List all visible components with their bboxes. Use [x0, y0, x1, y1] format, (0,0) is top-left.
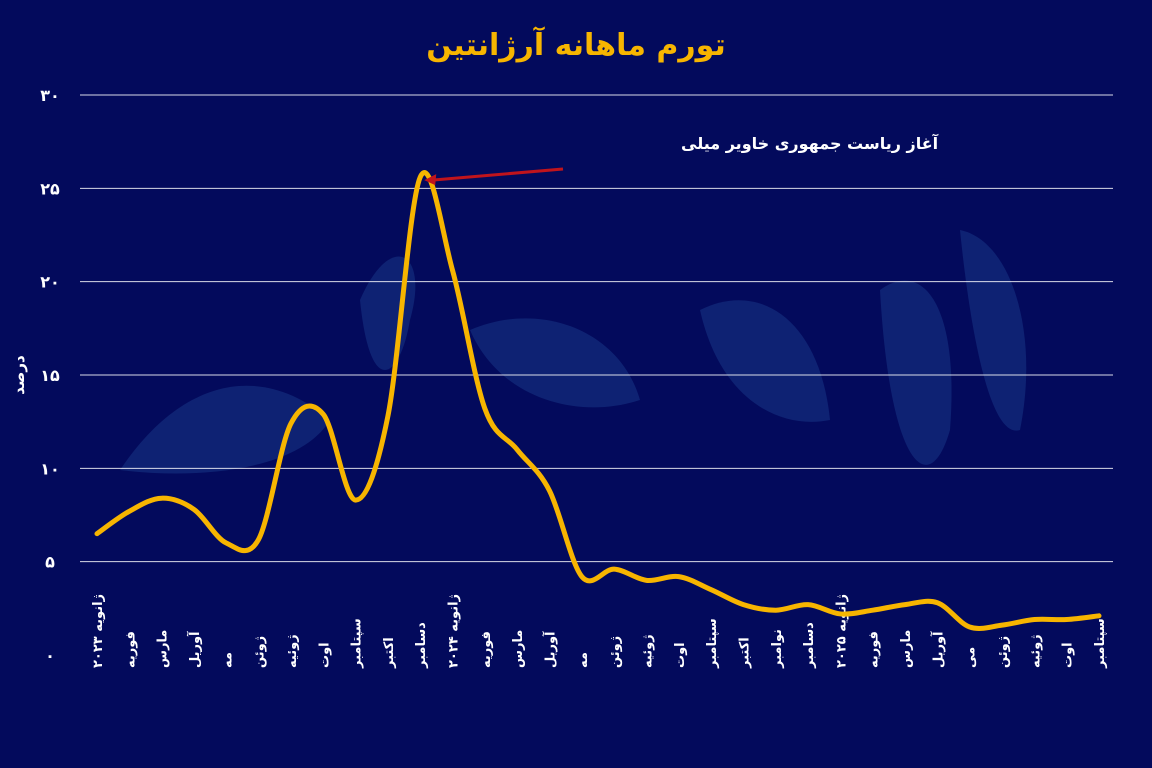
x-tick-label: فوریه [123, 631, 138, 668]
x-tick-label: ژوئن [608, 636, 623, 668]
series-line [94, 170, 1102, 631]
watermark-logo [120, 230, 1027, 474]
x-tick-label: سپتامبر [350, 618, 365, 669]
y-tick-label: ۱۰ [40, 459, 60, 478]
x-tick-label: فوریه [867, 631, 882, 668]
x-tick-label: مارس [899, 630, 914, 668]
x-tick-label: سپتامبر [705, 618, 720, 669]
x-tick-label: آوریل [186, 631, 203, 668]
x-tick-label: ژوئیه [1028, 634, 1043, 668]
y-tick-label: ۰ [45, 646, 55, 665]
x-tick-label: مارس [511, 630, 526, 668]
x-tick-label: دسامبر [414, 622, 429, 669]
y-axis-label: درصد [10, 355, 28, 395]
x-tick-label: ژوئن [253, 636, 268, 668]
chart-title: تورم ماهانه آرژانتین [426, 28, 726, 63]
watermark-shape [120, 385, 330, 474]
y-tick-label: ۵ [45, 553, 55, 572]
watermark-shape [960, 230, 1027, 431]
watermark-shape [880, 280, 952, 465]
x-tick-label: ژوئن [996, 636, 1011, 668]
y-tick-label: ۲۵ [40, 179, 60, 198]
x-tick-label: اکتبر [382, 637, 397, 669]
x-tick-label: نوامبر [770, 629, 785, 669]
y-tick-label: ۳۰ [40, 86, 60, 105]
x-tick-label: اوت [317, 642, 332, 668]
x-tick-label: مه [220, 652, 235, 668]
x-tick-label: می [964, 647, 979, 668]
x-tick-label: ژانویه ۲۰۲۳ [91, 594, 106, 668]
x-tick-label: اوت [1061, 642, 1076, 668]
annotation-arrowhead [424, 174, 437, 186]
x-tick-label: دسامبر [802, 622, 817, 669]
x-tick-label: ژانویه ۲۰۲۴ [447, 594, 462, 668]
watermark-shape [470, 318, 640, 408]
watermark-shape [700, 300, 830, 422]
x-tick-label: اوت [673, 642, 688, 668]
x-tick-label: ژوئیه [285, 634, 300, 668]
x-tick-label: اکتبر [737, 637, 752, 669]
y-tick-label: ۲۰ [40, 273, 60, 292]
x-tick-label: ژانویه ۲۰۲۵ [834, 594, 849, 668]
x-tick-label: آوریل [929, 631, 946, 668]
x-tick-label: فوریه [479, 631, 494, 668]
x-tick-label: مه [576, 652, 591, 668]
x-tick-label: ژوئیه [640, 634, 655, 668]
watermark-shape [360, 256, 416, 370]
x-tick-label: سپتامبر [1093, 618, 1108, 669]
annotation-label: آغاز ریاست جمهوری خاویر میلی [681, 133, 939, 153]
x-tick-label: مارس [156, 630, 171, 668]
y-tick-label: ۱۵ [40, 366, 60, 385]
x-tick-label: آوریل [542, 631, 559, 668]
annotation-arrow [432, 167, 564, 182]
